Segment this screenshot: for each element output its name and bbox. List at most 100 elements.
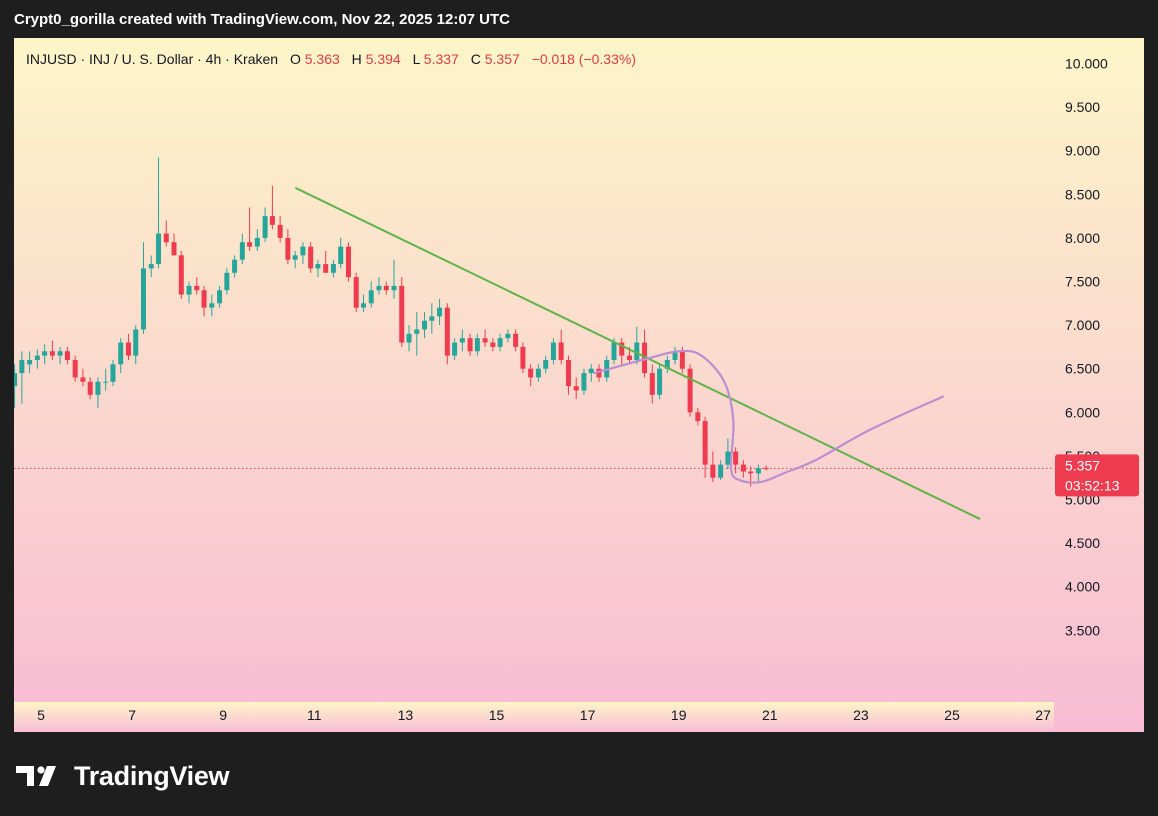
candle-down[interactable] [740,460,746,478]
candle-up[interactable] [422,312,428,339]
candle-up[interactable] [27,351,33,374]
candle-up[interactable] [330,259,336,278]
candle-up[interactable] [459,329,465,352]
candle-up[interactable] [755,464,761,483]
candle-up[interactable] [657,364,663,400]
candle-down[interactable] [619,338,625,365]
candle-up[interactable] [535,364,541,382]
candle-down[interactable] [285,229,291,265]
candle-down[interactable] [277,216,283,243]
candle-up[interactable] [300,242,306,265]
candle-up[interactable] [57,346,63,365]
projected-path-curve[interactable] [593,349,944,484]
candle-up[interactable] [292,250,298,269]
candle-up[interactable] [718,460,724,481]
candle-down[interactable] [558,329,564,365]
candle-up[interactable] [232,255,238,278]
candle-down[interactable] [482,329,488,347]
candle-up[interactable] [42,344,48,365]
candle-down[interactable] [345,242,351,282]
candle-down[interactable] [383,281,389,295]
candle-up[interactable] [148,255,154,278]
candle-up[interactable] [497,333,503,352]
candle-down[interactable] [87,377,93,400]
candle-down[interactable] [528,364,534,387]
candle-up[interactable] [414,312,420,356]
candle-down[interactable] [520,342,526,374]
projection-layer[interactable] [593,349,944,484]
price-chart[interactable]: 3.5004.0004.5005.0005.5006.0006.5007.000… [14,38,1144,732]
candle-up[interactable] [452,338,458,360]
candle-up[interactable] [588,364,594,382]
candle-down[interactable] [178,250,184,299]
candle-up[interactable] [474,333,480,356]
candle-up[interactable] [391,259,397,299]
candle-up[interactable] [209,294,215,317]
candle-up[interactable] [429,303,435,334]
candle-up[interactable] [543,355,549,374]
descending-trendline[interactable] [295,187,981,520]
candle-up[interactable] [550,338,556,365]
candle-up[interactable] [239,233,245,265]
candle-up[interactable] [725,438,731,469]
candle-down[interactable] [353,272,359,313]
candle-down[interactable] [687,364,693,417]
candle-down[interactable] [596,364,602,382]
candle-down[interactable] [171,233,177,256]
candle-down[interactable] [399,277,405,347]
candle-down[interactable] [194,277,200,295]
candle-down[interactable] [763,465,769,471]
candle-down[interactable] [513,329,519,352]
candle-up[interactable] [19,351,25,404]
candle-up[interactable] [338,237,344,269]
candle-up[interactable] [262,207,268,243]
candle-up[interactable] [664,355,670,374]
candle-down[interactable] [649,364,655,404]
last-price-tag[interactable]: 5.357 03:52:13 [1055,454,1139,497]
candle-down[interactable] [163,220,169,247]
candle-down[interactable] [269,185,275,230]
candle-up[interactable] [118,338,124,374]
candle-down[interactable] [201,285,207,317]
candle-up[interactable] [95,377,101,408]
price-scale[interactable] [1054,38,1144,732]
candle-up[interactable] [156,157,162,269]
candle-up[interactable] [133,325,139,365]
candle-up[interactable] [14,364,18,408]
candle-up[interactable] [140,242,146,334]
candle-down[interactable] [467,333,473,356]
candle-up[interactable] [217,285,223,308]
candle-down[interactable] [695,407,701,426]
candle-up[interactable] [34,349,40,369]
candle-down[interactable] [64,346,70,365]
candle-up[interactable] [224,268,230,295]
candle-down[interactable] [490,338,496,352]
candle-up[interactable] [186,281,192,304]
trendline-layer[interactable] [295,187,981,520]
candle-up[interactable] [315,259,321,278]
candle-up[interactable] [110,359,116,387]
candle-down[interactable] [49,340,55,360]
candle-down[interactable] [710,451,716,483]
time-scale[interactable] [14,702,1054,732]
candle-up[interactable] [634,326,640,365]
candle-up[interactable] [376,277,382,295]
candle-down[interactable] [702,416,708,478]
candle-up[interactable] [254,229,260,251]
candle-down[interactable] [444,303,450,365]
candle-down[interactable] [323,250,329,273]
candle-up[interactable] [406,325,412,352]
candle-down[interactable] [565,355,571,395]
candle-up[interactable] [581,368,587,395]
candle-up[interactable] [437,298,443,326]
candle-down[interactable] [72,355,78,382]
candle-down[interactable] [125,333,131,360]
candle-down[interactable] [247,207,253,251]
candle-down[interactable] [573,377,579,400]
candle-up[interactable] [360,294,366,313]
tradingview-logo[interactable]: TradingView [16,756,230,796]
candle-up[interactable] [368,281,374,308]
candle-up[interactable] [103,368,109,391]
candle-down[interactable] [80,368,86,387]
candle-up[interactable] [672,346,678,365]
